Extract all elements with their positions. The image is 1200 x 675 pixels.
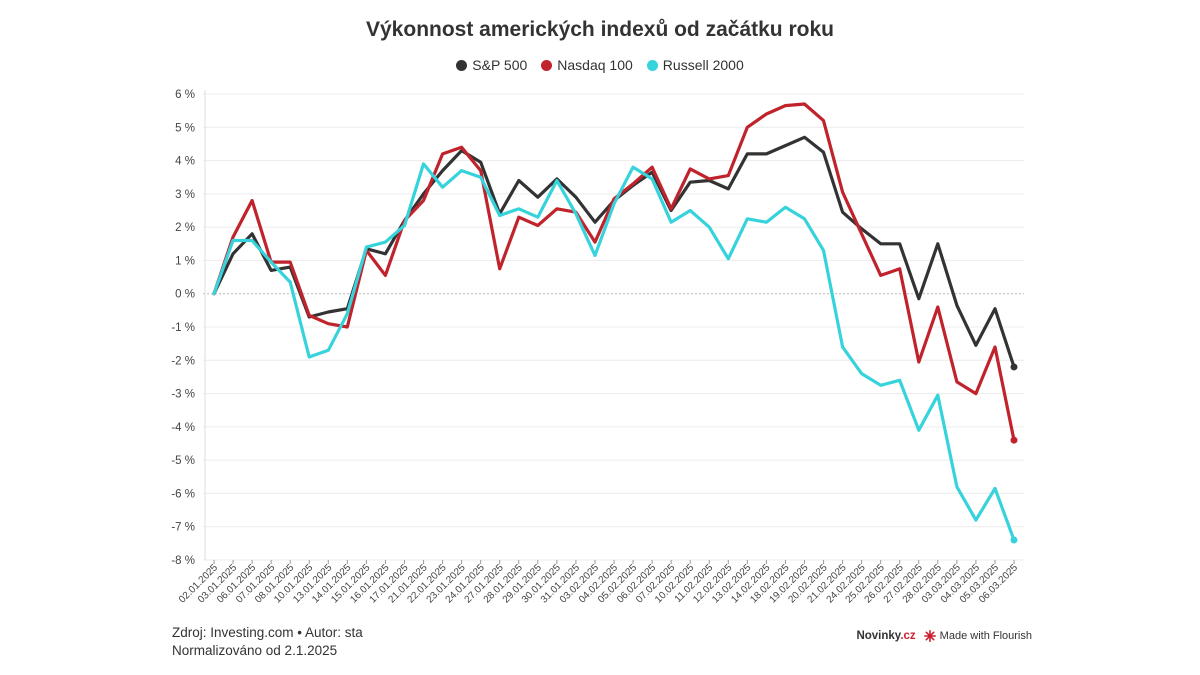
chart-gridlines	[203, 90, 1024, 561]
series-line-s-p-500	[212, 135, 1016, 369]
y-tick-label: 1 %	[175, 255, 195, 267]
y-tick-label: 2 %	[175, 222, 195, 234]
chart-title: Výkonnost amerických indexů od začátku r…	[366, 18, 834, 41]
series-end-point-nasdaq-100	[1010, 436, 1018, 444]
chart-series	[212, 102, 1018, 544]
legend-swatch-nasdaq100	[541, 59, 553, 71]
y-tick-label: -3 %	[171, 389, 195, 401]
y-tick-label: 4 %	[175, 156, 195, 168]
novinky-logo[interactable]: Novinky.cz	[856, 630, 915, 642]
legend-swatch-sp500	[456, 59, 468, 71]
series-line-russell-2000	[212, 162, 1016, 542]
legend-item-nasdaq100[interactable]: Nasdaq 100	[541, 57, 633, 73]
novinky-logo-dot: .cz	[900, 630, 916, 642]
y-tick-label: 6 %	[175, 89, 195, 101]
y-tick-label: -7 %	[171, 522, 195, 534]
flourish-icon	[923, 630, 936, 642]
series-end-point-s-p-500	[1010, 363, 1018, 371]
source-credit: Zdroj: Investing.com • Autor: sta	[172, 625, 363, 640]
legend-label-russell2000: Russell 2000	[662, 57, 744, 73]
series-line-nasdaq-100	[212, 102, 1016, 442]
brand-bar: Novinky.cz Made with Flourish	[856, 630, 1032, 642]
legend-label-nasdaq100: Nasdaq 100	[557, 57, 633, 73]
y-tick-label: -5 %	[171, 455, 195, 467]
flourish-credit[interactable]: Made with Flourish	[923, 630, 1032, 642]
flourish-label: Made with Flourish	[939, 630, 1032, 642]
x-axis: 02.01.202503.01.202506.01.202507.01.2025…	[177, 560, 1020, 606]
chart-footer: Zdroj: Investing.com • Autor: sta Normal…	[172, 624, 363, 660]
y-tick-label: -8 %	[171, 555, 195, 567]
chart-legend: S&P 500 Nasdaq 100 Russell 2000	[0, 57, 1200, 73]
legend-item-sp500[interactable]: S&P 500	[456, 57, 527, 73]
normalization-note: Normalizováno od 2.1.2025	[172, 643, 338, 658]
y-tick-label: -2 %	[171, 355, 195, 367]
y-tick-label: -6 %	[171, 488, 195, 500]
y-tick-label: 5 %	[175, 122, 195, 134]
legend-swatch-russell2000	[646, 59, 658, 71]
novinky-logo-main: Novinky	[856, 630, 901, 642]
y-tick-label: 0 %	[175, 289, 195, 301]
y-tick-label: -1 %	[171, 322, 195, 334]
y-axis: 6 % 5 % 4 % 3 % 2 % 1 % 0 % -1 % -2 % -3 % -4 % -5 …	[171, 89, 195, 567]
legend-item-russell2000[interactable]: Russell 2000	[646, 57, 744, 73]
legend-label-sp500: S&P 500	[472, 57, 528, 73]
series-end-point-russell-2000	[1010, 536, 1018, 544]
y-tick-label: 3 %	[175, 189, 195, 201]
y-tick-label: -4 %	[171, 422, 195, 434]
